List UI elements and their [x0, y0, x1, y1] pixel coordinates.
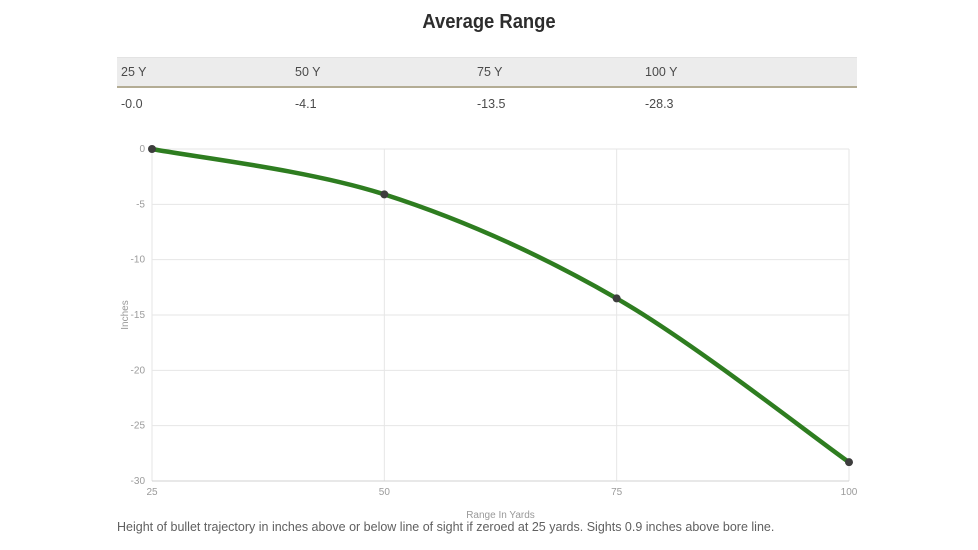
x-tick-label: 75	[611, 487, 623, 498]
trajectory-line	[149, 146, 852, 465]
y-tick-label: -10	[131, 255, 146, 266]
data-point[interactable]	[845, 458, 853, 467]
y-tick-label: -15	[131, 310, 146, 321]
range-value-cell: -28.3	[645, 97, 674, 111]
range-value-cell: -4.1	[295, 97, 317, 111]
range-column-header: 100 Y	[641, 57, 857, 88]
range-value-cell: -13.5	[477, 97, 506, 111]
range-column-header: 75 Y	[473, 57, 641, 88]
range-column-header: 50 Y	[291, 57, 473, 88]
y-axis-title: Inches	[120, 300, 131, 329]
y-tick-label: -25	[131, 421, 146, 432]
y-tick-label: 0	[139, 144, 145, 155]
x-tick-label: 100	[841, 487, 858, 498]
y-tick-label: -5	[136, 199, 145, 210]
data-point[interactable]	[612, 294, 621, 303]
trajectory-chart: 0 -5 -10 -15 -20 -25 -30 25 50 75 100 Inches Range I…	[0, 135, 978, 521]
range-value-cell: -0.0	[121, 97, 143, 111]
chart-footnote: Height of bullet trajectory in inches ab…	[117, 520, 775, 534]
y-tick-label: -20	[131, 365, 146, 376]
y-tick-label: -30	[131, 476, 146, 487]
data-point[interactable]	[380, 190, 389, 199]
x-tick-label: 50	[379, 487, 391, 498]
range-drop-table: 25 Y 50 Y 75 Y 100 Y -0.0 -4.1 -13.5 -28.3	[117, 57, 857, 119]
x-axis-title: Range In Yards	[466, 510, 535, 520]
table-value-row: -0.0 -4.1 -13.5 -28.3	[117, 87, 857, 119]
x-tick-label: 25	[146, 487, 158, 498]
data-point[interactable]	[148, 145, 156, 153]
range-column-header: 25 Y	[117, 57, 291, 88]
page-title: Average Range	[422, 11, 556, 33]
table-header-row: 25 Y 50 Y 75 Y 100 Y	[117, 57, 857, 88]
